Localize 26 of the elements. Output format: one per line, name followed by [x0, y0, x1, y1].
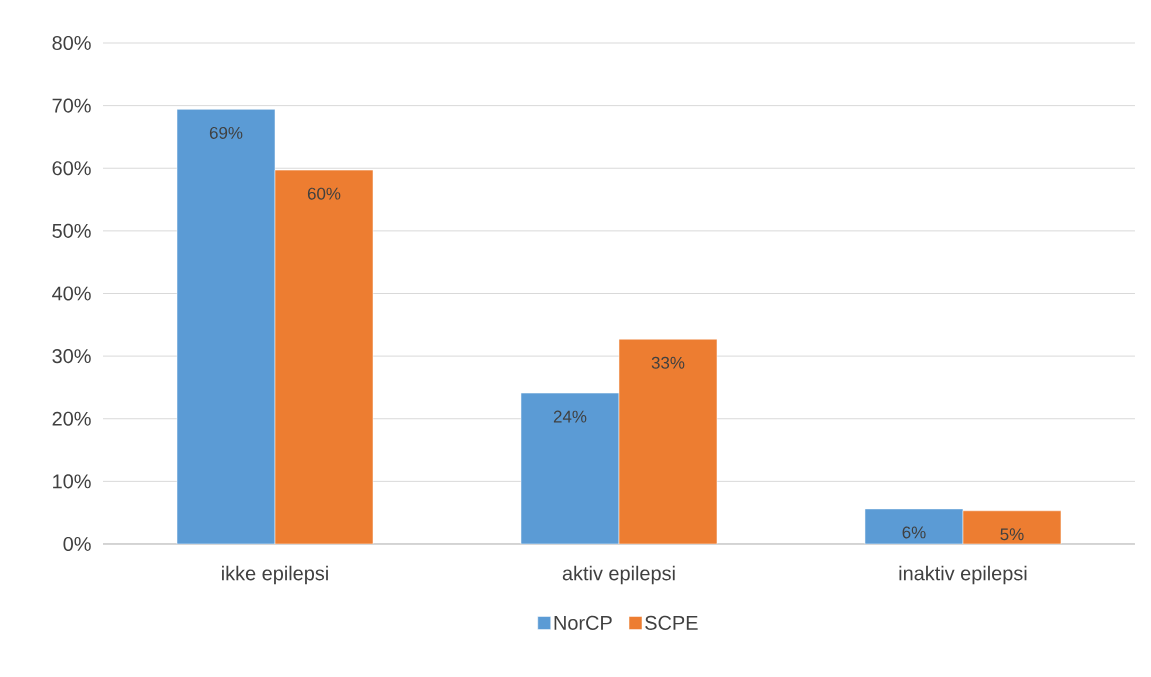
y-tick-label: 50% [52, 223, 91, 238]
bar [864, 508, 964, 544]
bar [618, 338, 718, 544]
x-tick-label: ikke epilepsi [222, 565, 328, 585]
y-tick-label: 0% [63, 536, 91, 552]
y-tick-label: 60% [52, 161, 91, 176]
legend-label: SCPE [645, 615, 698, 630]
y-tick-label: 80% [52, 35, 91, 51]
data-label: 24% [553, 410, 587, 423]
data-label: 60% [307, 187, 341, 200]
bar [176, 109, 276, 544]
y-tick-label: 70% [52, 98, 91, 113]
bar [274, 169, 374, 544]
bar [520, 392, 620, 544]
bar [962, 510, 1062, 544]
legend-label: NorCP [554, 615, 612, 630]
data-label: 5% [1000, 528, 1024, 541]
y-tick-label: 30% [52, 349, 91, 364]
x-tick-label: aktiv epilepsi [562, 565, 675, 585]
x-tick-label: inaktiv epilepsi [899, 565, 1027, 585]
data-label: 33% [651, 356, 685, 369]
y-tick-label: 40% [52, 286, 91, 301]
y-tick-label: 10% [53, 474, 91, 489]
y-tick-label: 20% [52, 411, 91, 426]
data-label: 6% [902, 526, 926, 539]
data-label: 69% [209, 126, 243, 139]
